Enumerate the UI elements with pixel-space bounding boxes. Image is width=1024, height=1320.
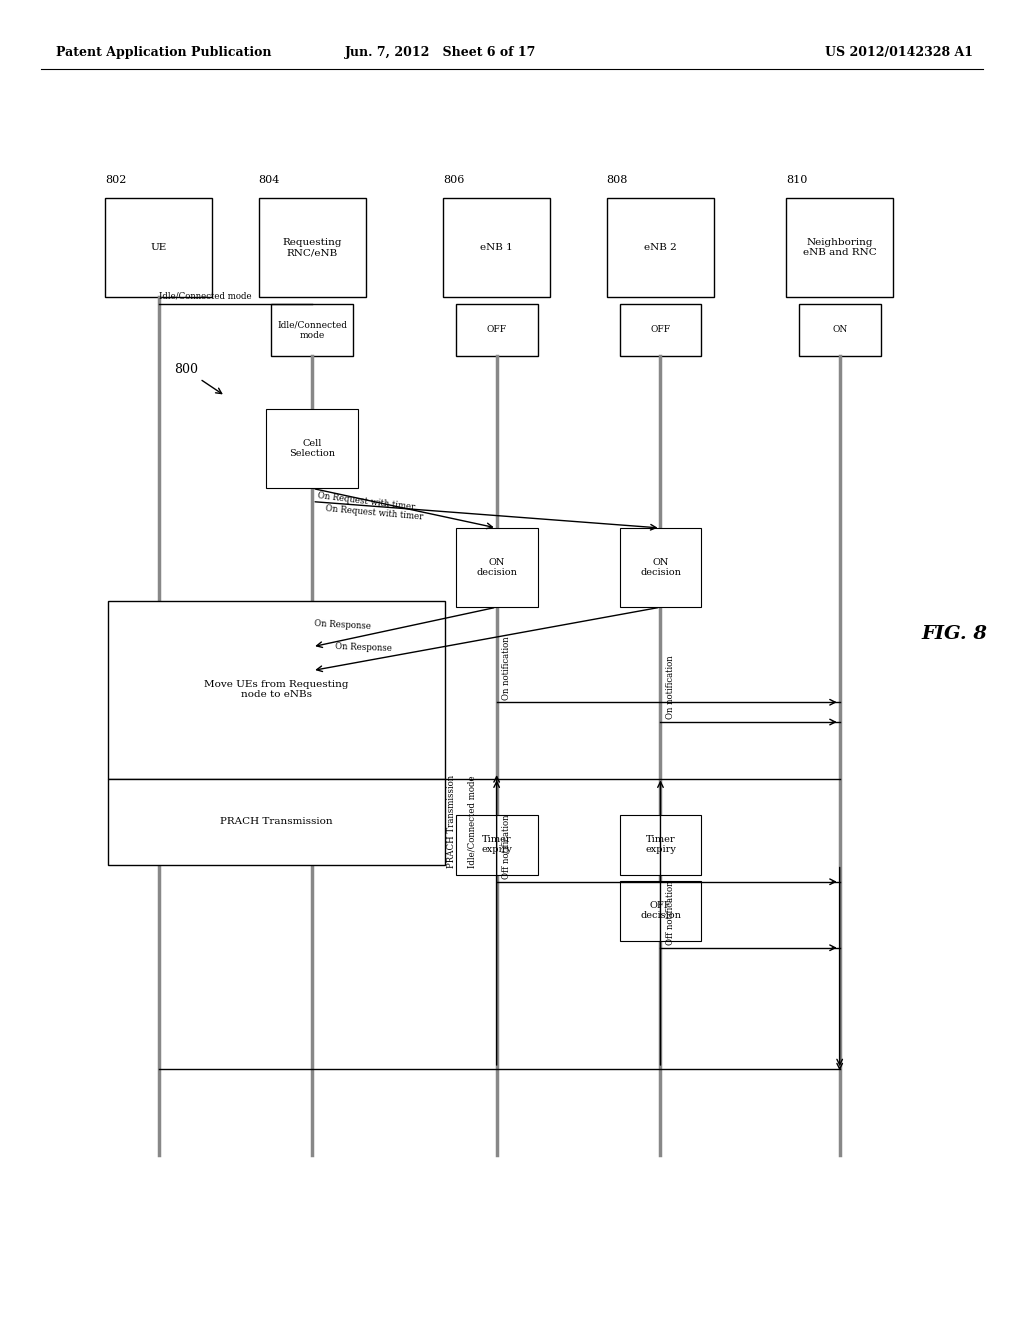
Text: Cell
Selection: Cell Selection [290,440,335,458]
FancyBboxPatch shape [456,816,538,875]
FancyBboxPatch shape [620,816,701,875]
Text: 806: 806 [442,174,464,185]
Text: Off notification: Off notification [502,814,511,879]
FancyBboxPatch shape [266,409,358,488]
Text: On notification: On notification [502,636,511,700]
Text: Neighboring
eNB and RNC: Neighboring eNB and RNC [803,238,877,257]
Text: On notification: On notification [666,656,675,719]
Text: On Request with timer: On Request with timer [317,491,416,512]
FancyBboxPatch shape [620,528,701,607]
Text: On Request with timer: On Request with timer [325,504,423,521]
Text: 800: 800 [174,363,198,376]
Text: ON
decision: ON decision [640,558,681,577]
FancyBboxPatch shape [108,601,445,779]
Text: Patent Application Publication: Patent Application Publication [56,46,271,59]
Text: FIG. 8: FIG. 8 [922,624,987,643]
FancyBboxPatch shape [456,528,538,607]
Text: UE: UE [151,243,167,252]
FancyBboxPatch shape [258,198,367,297]
Text: Off notification: Off notification [666,880,675,945]
FancyBboxPatch shape [105,198,213,297]
Text: On Response: On Response [314,619,372,631]
Text: Idle/Connected
mode: Idle/Connected mode [278,321,347,339]
FancyBboxPatch shape [456,304,538,356]
Text: 810: 810 [786,174,807,185]
Text: OFF: OFF [486,326,507,334]
FancyBboxPatch shape [786,198,893,297]
Text: Timer
expiry: Timer expiry [481,836,512,854]
Text: OFF
decision: OFF decision [640,902,681,920]
Text: US 2012/0142328 A1: US 2012/0142328 A1 [824,46,973,59]
Text: Requesting
RNC/eNB: Requesting RNC/eNB [283,238,342,257]
Text: OFF: OFF [650,326,671,334]
Text: Move UEs from Requesting
node to eNBs: Move UEs from Requesting node to eNBs [204,680,349,700]
Text: Idle/Connected mode: Idle/Connected mode [468,775,477,869]
Text: 804: 804 [258,174,280,185]
FancyBboxPatch shape [108,779,445,865]
FancyBboxPatch shape [606,198,715,297]
Text: Timer
expiry: Timer expiry [645,836,676,854]
FancyBboxPatch shape [442,198,551,297]
Text: ON: ON [833,326,847,334]
Text: PRACH Transmission: PRACH Transmission [220,817,333,826]
Text: 802: 802 [105,174,126,185]
FancyBboxPatch shape [620,882,701,940]
Text: ON
decision: ON decision [476,558,517,577]
Text: On Response: On Response [335,643,392,653]
Text: 808: 808 [606,174,628,185]
FancyBboxPatch shape [799,304,881,356]
Text: PRACH Transmission: PRACH Transmission [447,775,457,869]
Text: eNB 2: eNB 2 [644,243,677,252]
FancyBboxPatch shape [620,304,701,356]
Text: Jun. 7, 2012   Sheet 6 of 17: Jun. 7, 2012 Sheet 6 of 17 [345,46,536,59]
Text: Idle/Connected mode: Idle/Connected mode [159,292,251,301]
FancyBboxPatch shape [271,304,353,356]
Text: eNB 1: eNB 1 [480,243,513,252]
